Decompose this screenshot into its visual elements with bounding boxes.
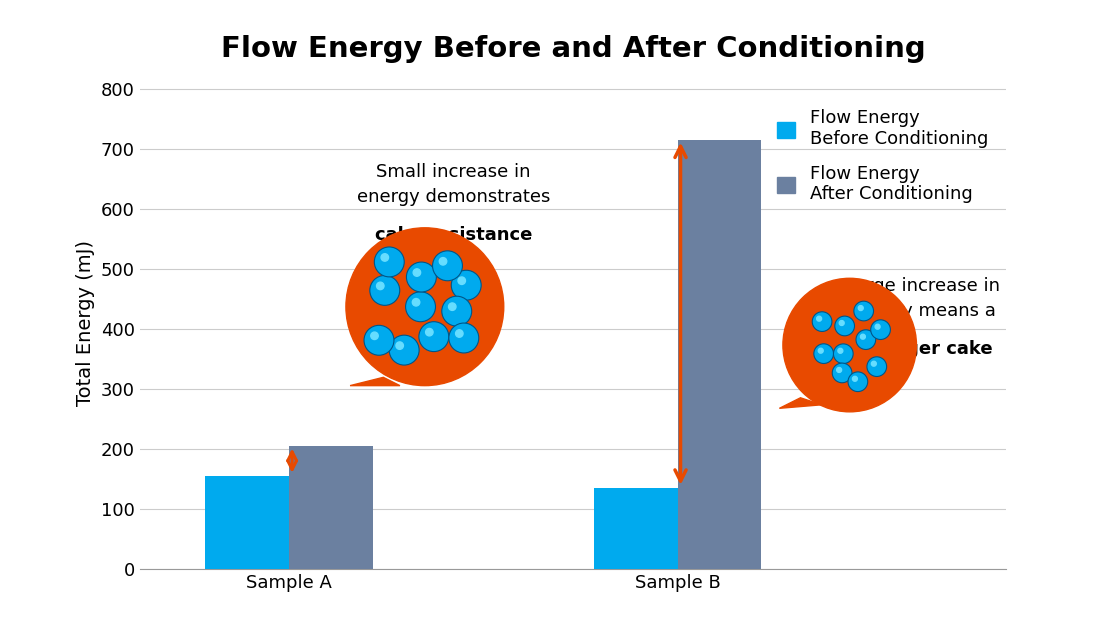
Circle shape xyxy=(871,320,890,339)
Circle shape xyxy=(439,258,447,265)
Polygon shape xyxy=(350,377,400,385)
Circle shape xyxy=(364,325,394,355)
Circle shape xyxy=(371,332,378,339)
Circle shape xyxy=(345,227,504,385)
Circle shape xyxy=(375,247,405,277)
Circle shape xyxy=(871,361,877,366)
Circle shape xyxy=(377,282,383,289)
Circle shape xyxy=(448,303,456,311)
Circle shape xyxy=(818,348,823,353)
Circle shape xyxy=(814,344,834,364)
Circle shape xyxy=(832,363,852,383)
Legend: Flow Energy
Before Conditioning, Flow Energy
After Conditioning: Flow Energy Before Conditioning, Flow En… xyxy=(768,100,997,212)
Y-axis label: Total Energy (mJ): Total Energy (mJ) xyxy=(76,240,95,406)
Circle shape xyxy=(835,316,854,336)
Text: Small increase in
energy demonstrates: Small increase in energy demonstrates xyxy=(357,163,550,231)
Circle shape xyxy=(852,376,858,381)
Circle shape xyxy=(396,342,404,350)
Bar xyxy=(678,140,761,569)
Bar xyxy=(290,446,372,569)
Circle shape xyxy=(442,296,472,326)
Circle shape xyxy=(448,323,479,353)
Circle shape xyxy=(406,292,436,321)
Circle shape xyxy=(859,305,863,311)
Circle shape xyxy=(837,348,843,353)
Circle shape xyxy=(836,367,842,373)
Circle shape xyxy=(452,270,481,300)
Circle shape xyxy=(854,301,873,321)
Text: Large increase in
energy means a: Large increase in energy means a xyxy=(845,277,999,344)
Text: cake resistance: cake resistance xyxy=(375,226,532,244)
Circle shape xyxy=(856,330,875,350)
Circle shape xyxy=(370,275,400,305)
Circle shape xyxy=(381,254,389,261)
Circle shape xyxy=(455,330,463,337)
Circle shape xyxy=(414,269,420,276)
Circle shape xyxy=(419,321,448,351)
Circle shape xyxy=(813,312,832,332)
Circle shape xyxy=(866,357,887,376)
Circle shape xyxy=(849,372,868,392)
Circle shape xyxy=(833,344,853,364)
Circle shape xyxy=(433,251,463,281)
Bar xyxy=(206,475,290,569)
Circle shape xyxy=(840,321,844,325)
Polygon shape xyxy=(779,397,822,408)
Circle shape xyxy=(458,277,465,284)
Circle shape xyxy=(816,316,822,321)
Circle shape xyxy=(407,262,436,292)
Circle shape xyxy=(389,335,419,365)
Text: stronger cake: stronger cake xyxy=(853,340,993,358)
Circle shape xyxy=(861,334,865,339)
Circle shape xyxy=(783,279,917,412)
Title: Flow Energy Before and After Conditioning: Flow Energy Before and After Conditionin… xyxy=(220,35,926,63)
Circle shape xyxy=(875,324,880,329)
Circle shape xyxy=(426,328,433,336)
Circle shape xyxy=(413,298,419,306)
Bar xyxy=(594,488,678,569)
